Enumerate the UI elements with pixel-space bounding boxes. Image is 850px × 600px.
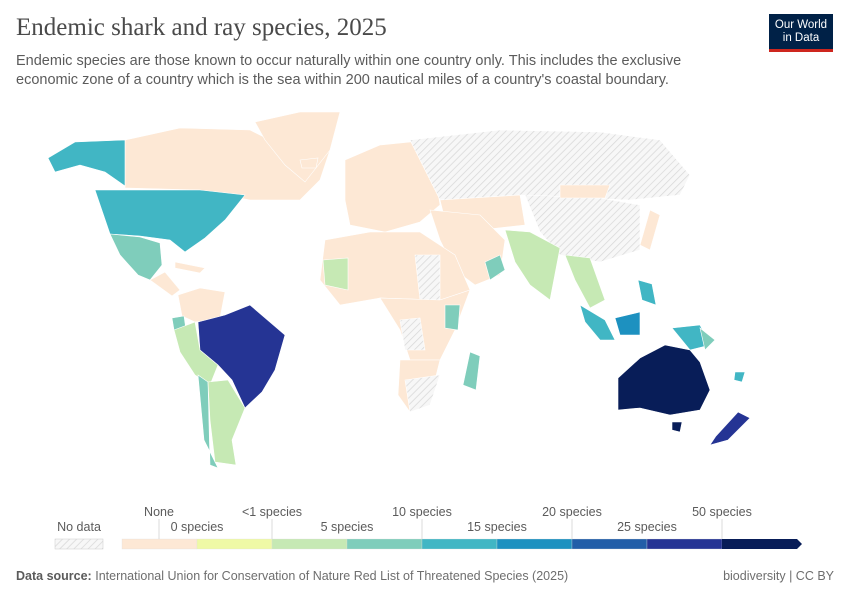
country-pacific-islands[interactable] [733, 371, 746, 383]
legend-bin [421, 538, 498, 550]
country-mongolia[interactable] [559, 184, 611, 199]
source-label: Data source: [16, 569, 92, 583]
legend-bin-last [722, 539, 802, 549]
legend-bin [571, 538, 648, 550]
legend-label-bottom: 0 species [171, 520, 224, 534]
legend-label-bottom: 25 species [617, 520, 677, 534]
country-south-africa-hatch[interactable] [404, 374, 441, 413]
legend-label-top: <1 species [242, 505, 302, 519]
legend-bin [271, 538, 348, 550]
country-mexico[interactable] [109, 233, 163, 281]
country-central-america[interactable] [149, 271, 181, 297]
country-usa[interactable] [94, 189, 246, 253]
legend-no-data-label: No data [57, 520, 101, 534]
country-europe[interactable] [344, 139, 441, 233]
world-map: No data None <1 species 10 species 20 specie… [47, 111, 802, 550]
legend-label-top: 10 species [392, 505, 452, 519]
legend-no-data-swatch [54, 538, 104, 550]
country-new-zealand[interactable] [709, 411, 751, 446]
legend-bin [346, 538, 423, 550]
country-japan[interactable] [639, 209, 661, 251]
country-alaska[interactable] [47, 139, 126, 187]
data-source: Data source: International Union for Con… [16, 569, 568, 583]
legend-label-bottom: 15 species [467, 520, 527, 534]
legend-bin [121, 538, 198, 550]
country-tasmania[interactable] [671, 421, 683, 433]
country-kenya[interactable] [444, 304, 461, 331]
legend-bin [496, 538, 573, 550]
country-philippines[interactable] [637, 279, 657, 306]
legend-bin [646, 538, 723, 550]
chart-title: Endemic shark and ray species, 2025 [16, 14, 387, 41]
topic-license[interactable]: biodiversity | CC BY [723, 569, 834, 583]
country-australia[interactable] [617, 344, 711, 416]
legend-label-top: 20 species [542, 505, 602, 519]
source-text[interactable]: International Union for Conservation of … [95, 569, 569, 583]
legend-label-top: 50 species [692, 505, 752, 519]
legend-bin [196, 538, 273, 550]
country-caribbean[interactable] [174, 261, 206, 274]
country-greenland[interactable] [254, 111, 341, 183]
owid-logo[interactable]: Our World in Data [769, 14, 833, 52]
country-russia[interactable] [409, 129, 691, 201]
country-argentina[interactable] [207, 379, 246, 466]
legend-label-top: None [144, 505, 174, 519]
country-congo-hatch[interactable] [399, 317, 426, 351]
legend: No data None <1 species 10 species 20 specie… [54, 505, 802, 550]
country-iceland[interactable] [299, 157, 319, 169]
country-borneo[interactable] [614, 311, 641, 336]
country-mauritania[interactable] [322, 257, 349, 291]
country-se-asia[interactable] [564, 254, 606, 309]
legend-label-bottom: 5 species [321, 520, 374, 534]
country-png[interactable] [699, 327, 716, 351]
country-brazil[interactable] [197, 304, 286, 409]
country-india[interactable] [504, 229, 561, 301]
country-madagascar[interactable] [462, 351, 481, 391]
country-indonesia[interactable] [579, 304, 616, 341]
country-peru-bolivia[interactable] [173, 321, 219, 386]
country-chile[interactable] [197, 374, 219, 469]
country-shapes [47, 111, 751, 469]
chart-subtitle: Endemic species are those known to occur… [16, 53, 682, 88]
country-oman[interactable] [484, 254, 506, 281]
